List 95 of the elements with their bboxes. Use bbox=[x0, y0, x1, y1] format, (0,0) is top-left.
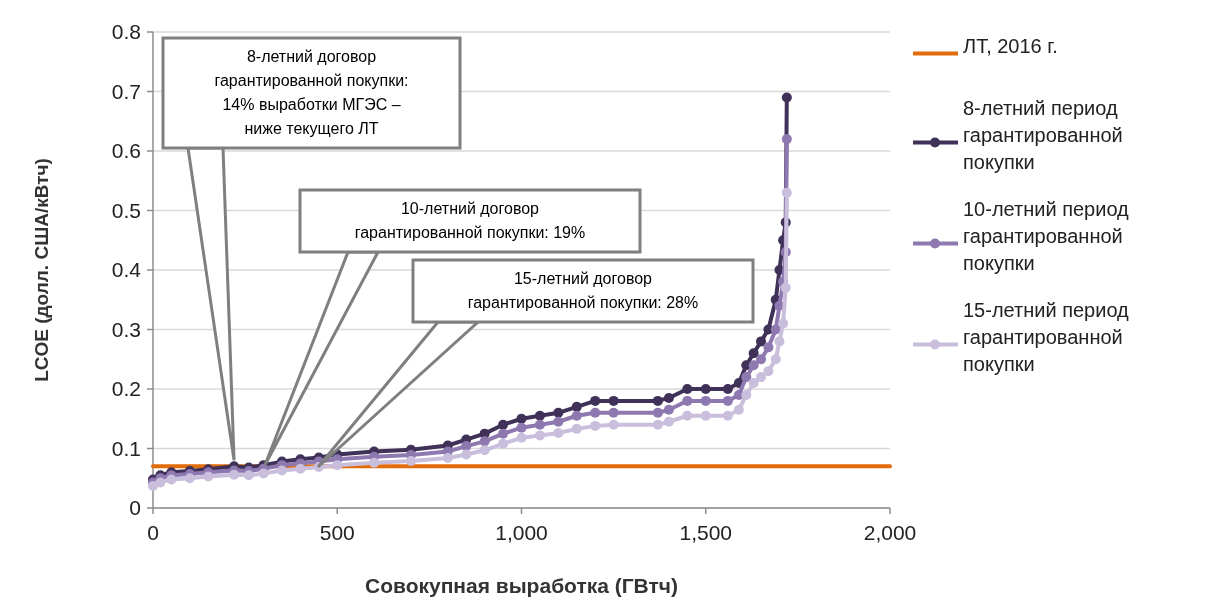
point bbox=[258, 468, 269, 479]
point bbox=[516, 413, 527, 424]
annotation: 10-летний договор гарантированной покупки: 19% bbox=[354, 200, 586, 241]
point bbox=[756, 336, 767, 347]
legend-label: 10-летний период гарантированной покупки bbox=[963, 198, 1130, 274]
y-tick-label: 0.6 bbox=[111, 139, 141, 163]
point bbox=[276, 465, 287, 476]
x-tick-label: 1,000 bbox=[495, 521, 548, 544]
point bbox=[778, 318, 789, 329]
point bbox=[756, 354, 767, 365]
point bbox=[733, 404, 744, 415]
point bbox=[682, 384, 693, 394]
point bbox=[516, 422, 527, 433]
point bbox=[748, 348, 759, 359]
point bbox=[553, 428, 564, 439]
point bbox=[553, 407, 564, 418]
point bbox=[332, 460, 343, 471]
point bbox=[608, 419, 619, 430]
point bbox=[498, 419, 509, 430]
point bbox=[663, 392, 674, 403]
point bbox=[663, 404, 674, 415]
point bbox=[229, 469, 240, 480]
point bbox=[722, 410, 733, 421]
point bbox=[590, 395, 601, 406]
point bbox=[479, 445, 490, 456]
y-tick-label: 0.2 bbox=[111, 377, 141, 401]
x-tick-label: 1,500 bbox=[679, 521, 733, 544]
point bbox=[534, 419, 545, 430]
point bbox=[166, 474, 177, 485]
point bbox=[770, 324, 781, 335]
annotation: 15-летний договор гарантированной покупки: 28% bbox=[467, 270, 699, 311]
point bbox=[498, 438, 509, 449]
x-tick-label: 0 bbox=[147, 521, 159, 544]
annotation: 8-летний договор гарантированной покупки: 14% выработки МГЭС – ниже текущего ЛТ bbox=[214, 48, 409, 137]
point bbox=[461, 441, 472, 452]
y-tick-label: 0.1 bbox=[111, 436, 141, 460]
point bbox=[781, 187, 792, 198]
point bbox=[652, 419, 663, 430]
point bbox=[781, 92, 792, 103]
y-axis-title: LCOE (долл. США/кВтч) bbox=[31, 158, 52, 382]
point bbox=[553, 416, 564, 427]
point bbox=[652, 407, 663, 418]
x-tick-label: 2,000 bbox=[863, 521, 917, 544]
point bbox=[534, 430, 545, 441]
point bbox=[498, 428, 509, 439]
point bbox=[756, 372, 767, 383]
y-tick-label: 0.5 bbox=[111, 198, 141, 222]
point bbox=[243, 470, 254, 481]
legend-label: 8-летний период гарантированной покупки bbox=[963, 97, 1123, 173]
legend-label: ЛТ, 2016 г. bbox=[963, 35, 1058, 57]
point bbox=[770, 354, 781, 365]
point bbox=[722, 395, 733, 406]
point bbox=[461, 449, 472, 460]
point bbox=[700, 410, 711, 421]
x-axis-title: Совокупная выработка (ГВтч) bbox=[365, 574, 678, 597]
point bbox=[571, 401, 582, 412]
x-tick-label: 500 bbox=[319, 521, 355, 544]
point bbox=[682, 395, 693, 406]
y-tick-label: 0.3 bbox=[111, 317, 141, 341]
point bbox=[774, 336, 785, 347]
point bbox=[741, 389, 752, 400]
point bbox=[652, 395, 663, 406]
legend-label: 15-летний период гарантированной покупки bbox=[963, 299, 1130, 375]
point bbox=[763, 366, 774, 377]
y-tick-label: 0.7 bbox=[111, 79, 141, 103]
point bbox=[780, 282, 791, 293]
point bbox=[479, 436, 490, 447]
point bbox=[534, 410, 545, 421]
point bbox=[590, 407, 601, 418]
point bbox=[608, 395, 619, 406]
point bbox=[748, 378, 759, 389]
point bbox=[722, 384, 733, 394]
point bbox=[571, 423, 582, 434]
point bbox=[682, 410, 693, 421]
point bbox=[748, 360, 759, 371]
y-tick-label: 0.4 bbox=[111, 258, 142, 282]
point bbox=[781, 134, 792, 145]
point bbox=[295, 463, 306, 474]
point bbox=[608, 407, 619, 418]
point bbox=[155, 477, 166, 488]
point bbox=[203, 471, 214, 482]
point bbox=[763, 342, 774, 353]
point bbox=[700, 384, 711, 394]
point bbox=[405, 456, 416, 466]
point bbox=[663, 416, 674, 427]
point bbox=[590, 420, 601, 431]
point bbox=[442, 453, 453, 464]
y-tick-label: 0 bbox=[129, 496, 141, 520]
point bbox=[369, 457, 380, 468]
point bbox=[571, 410, 582, 421]
point bbox=[516, 432, 527, 443]
y-tick-label: 0.8 bbox=[111, 20, 141, 44]
point bbox=[184, 473, 195, 484]
point bbox=[700, 395, 711, 406]
point bbox=[741, 372, 752, 383]
